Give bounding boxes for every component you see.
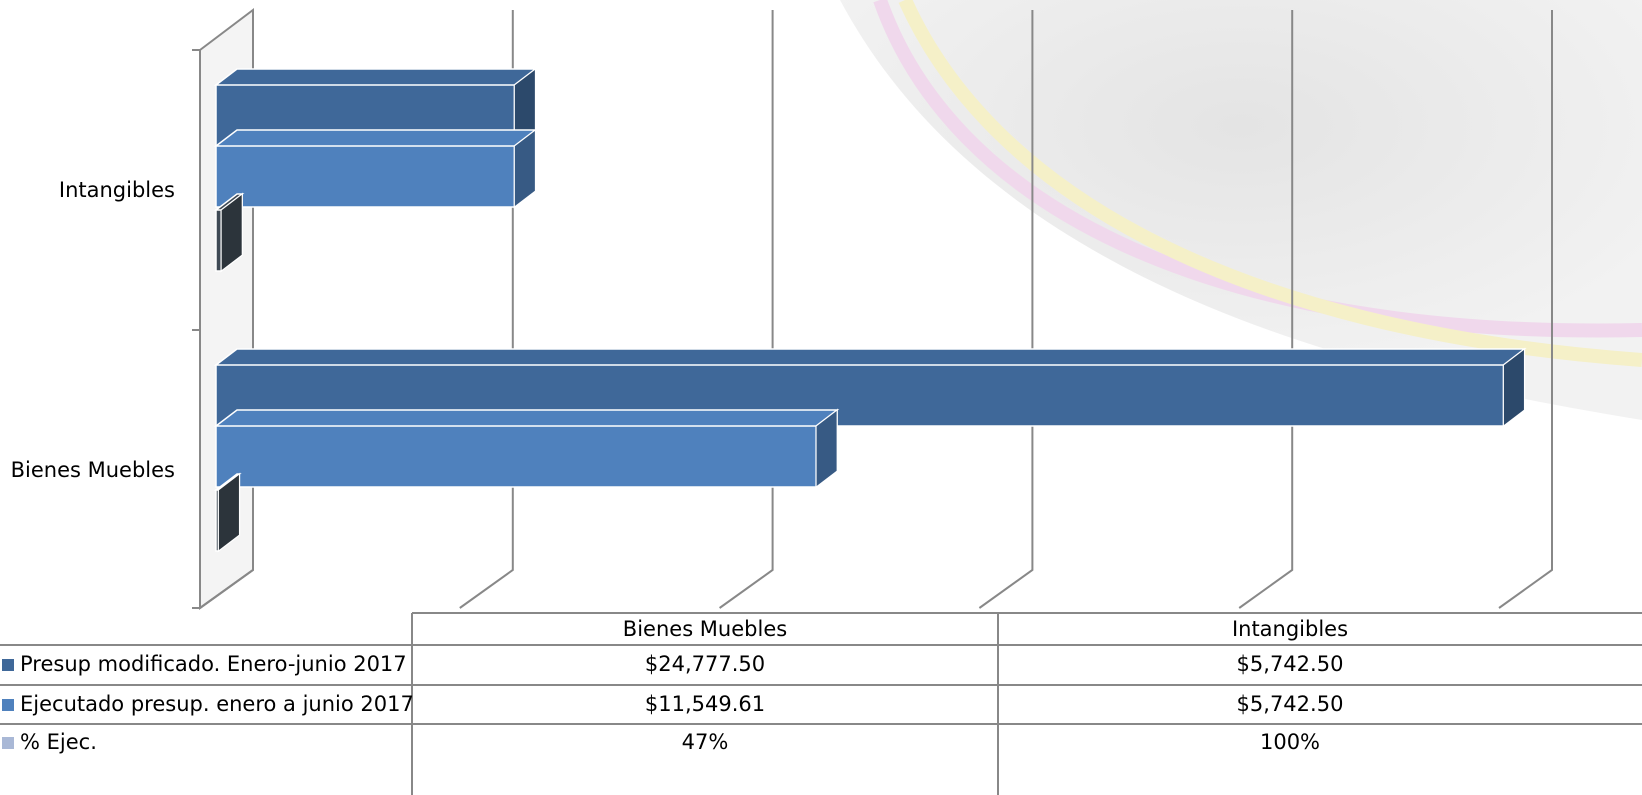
bar-side — [1502, 347, 1525, 428]
legend-label: Presup modificado. Enero-junio 2017 — [20, 652, 407, 676]
grid-line — [719, 10, 774, 609]
legend-marker — [2, 659, 14, 671]
table-header: Intangibles — [1232, 617, 1348, 641]
background-decoration — [898, 0, 1642, 367]
background-decoration — [873, 0, 1642, 338]
legend-label: % Ejec. — [20, 730, 97, 754]
table-value: 47% — [682, 730, 729, 754]
bar-side — [513, 128, 536, 209]
y-tick-label: Bienes Muebles — [11, 458, 175, 482]
table-header: Bienes Muebles — [623, 617, 787, 641]
table-value: $5,742.50 — [1237, 652, 1344, 676]
bar-side — [815, 408, 838, 489]
table-value: $11,549.61 — [645, 692, 765, 716]
legend-marker — [2, 699, 14, 711]
grid-line — [1238, 10, 1294, 609]
bar — [213, 408, 840, 489]
data-table — [0, 612, 1642, 795]
table-value: $24,777.50 — [645, 652, 765, 676]
legend-label: Ejecutado presup. enero a junio 2017 — [20, 692, 414, 716]
table-value: 100% — [1260, 730, 1320, 754]
legend-marker — [2, 737, 14, 749]
background-decoration — [840, 0, 1642, 420]
bar-side — [220, 192, 243, 273]
bar — [213, 128, 538, 209]
grid-line — [978, 10, 1034, 609]
y-tick-label: Intangibles — [59, 178, 175, 202]
grid-line — [1498, 10, 1553, 609]
table-value: $5,742.50 — [1237, 692, 1344, 716]
bar-side — [217, 472, 240, 553]
